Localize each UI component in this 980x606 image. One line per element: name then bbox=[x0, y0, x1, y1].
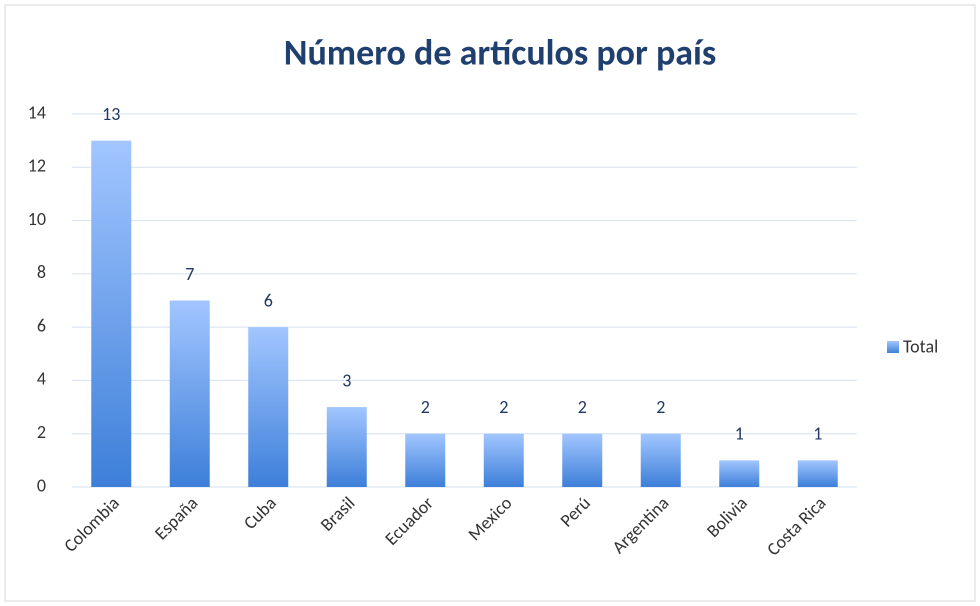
bar bbox=[248, 327, 289, 487]
y-tick-label: 0 bbox=[37, 474, 46, 496]
data-label: 1 bbox=[735, 423, 744, 445]
bar bbox=[91, 140, 132, 487]
data-label: 13 bbox=[102, 103, 120, 125]
chart-border bbox=[4, 4, 976, 602]
legend-swatch bbox=[887, 341, 899, 353]
y-tick-label: 8 bbox=[37, 261, 46, 283]
y-tick-label: 6 bbox=[37, 314, 46, 336]
bar bbox=[326, 407, 367, 487]
y-tick-label: 4 bbox=[37, 368, 46, 390]
y-tick-label: 12 bbox=[28, 155, 46, 177]
bar bbox=[405, 433, 446, 487]
bar bbox=[640, 433, 681, 487]
chart-title: Número de artículos por país bbox=[284, 31, 717, 75]
data-label: 2 bbox=[421, 396, 430, 418]
data-label: 6 bbox=[264, 289, 273, 311]
data-label: 2 bbox=[499, 396, 508, 418]
legend-label: Total bbox=[903, 335, 938, 357]
bar bbox=[169, 300, 210, 487]
bar bbox=[719, 460, 760, 487]
data-label: 3 bbox=[342, 369, 351, 391]
y-tick-label: 14 bbox=[28, 101, 46, 123]
bar bbox=[483, 433, 524, 487]
data-label: 2 bbox=[656, 396, 665, 418]
bar bbox=[797, 460, 838, 487]
y-tick-label: 10 bbox=[28, 208, 46, 230]
bar bbox=[562, 433, 603, 487]
y-tick-label: 2 bbox=[37, 421, 46, 443]
data-label: 2 bbox=[578, 396, 587, 418]
data-label: 7 bbox=[185, 263, 194, 285]
data-label: 1 bbox=[813, 423, 822, 445]
